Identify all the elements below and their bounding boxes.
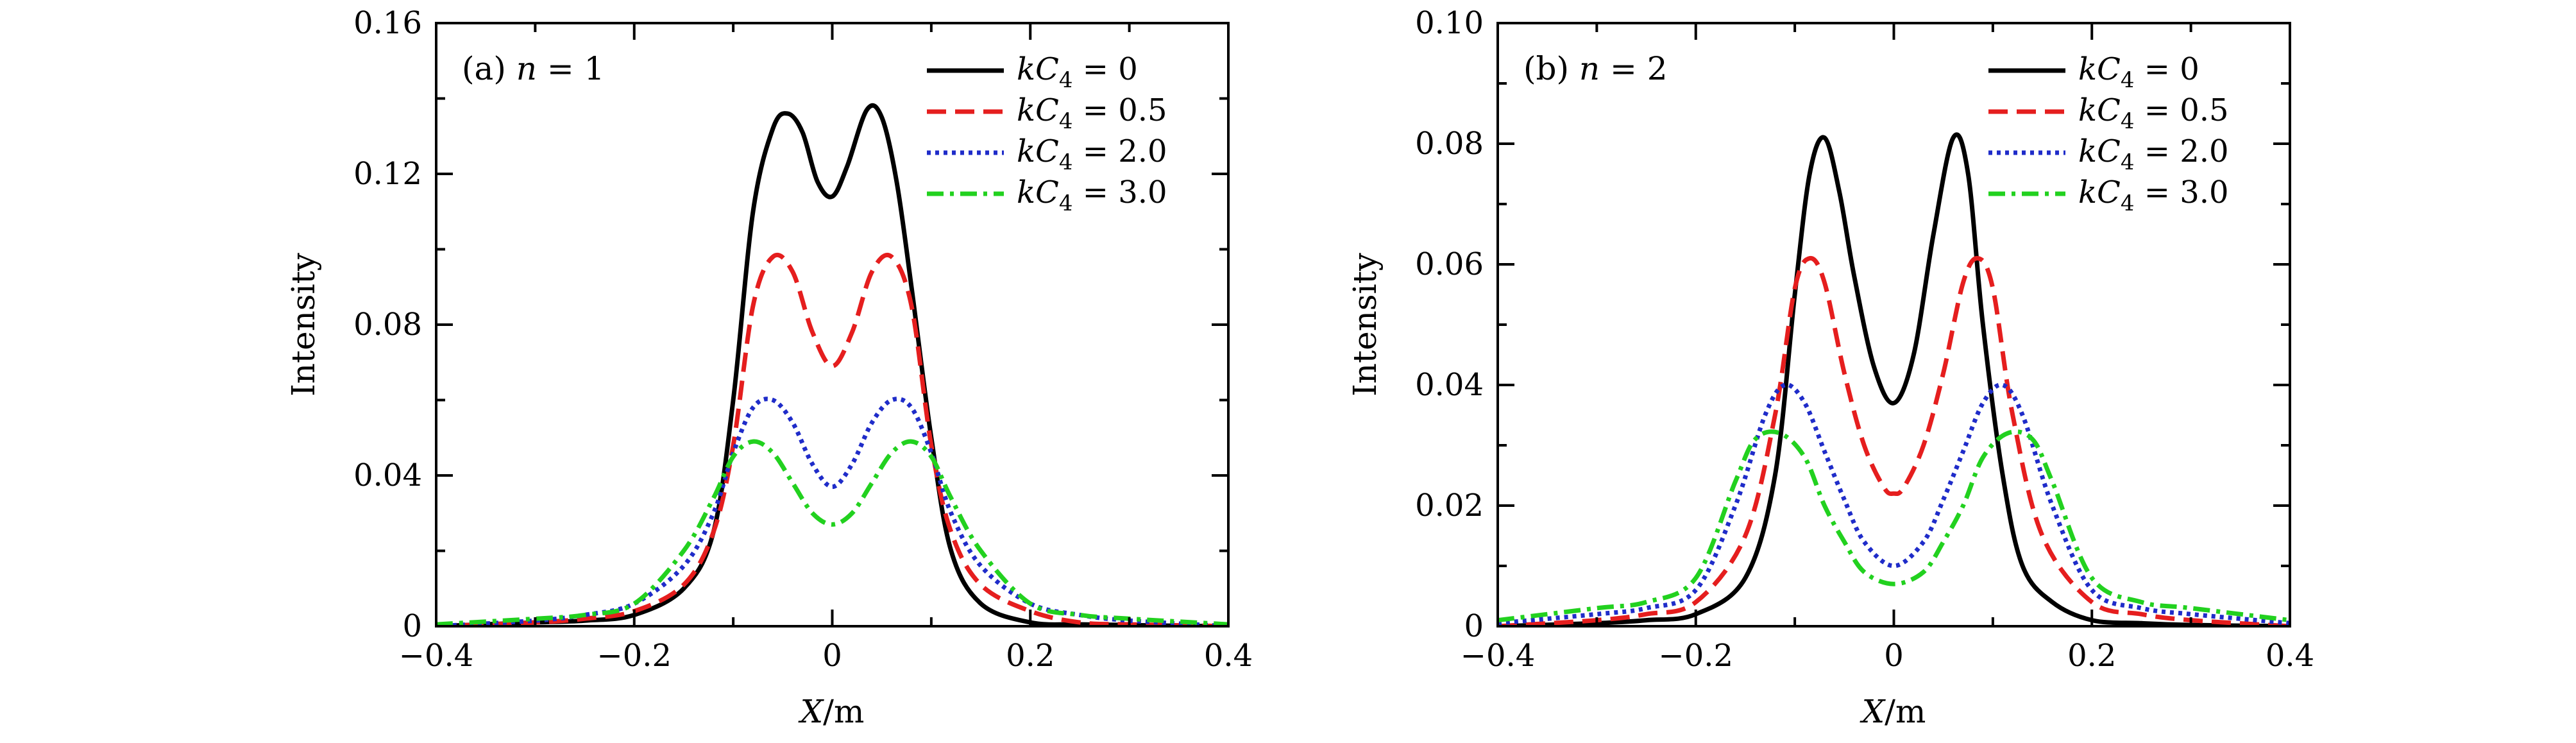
y-tick-label: 0.04: [353, 457, 422, 493]
series-line-1: [436, 103, 1228, 626]
series-line-3: [1498, 382, 2290, 626]
x-axis-title: X/m: [1860, 693, 1926, 730]
y-tick-label: 0.08: [1415, 126, 1484, 162]
y-tick-label: 0.06: [1415, 246, 1484, 282]
y-axis-title: Intensity: [1346, 252, 1384, 397]
series-line-4: [1498, 429, 2290, 623]
series-line-1: [1498, 132, 2290, 626]
y-axis-title: Intensity: [285, 252, 322, 397]
x-tick-label: −0.2: [597, 638, 672, 674]
chart-panel-1: −0.4 −0.2 0 0.2 0.4 0 0.04 0.08 0.12 0.16 X/m Inten…: [285, 5, 1253, 730]
legend-label-4: kC4 = 3.0: [2078, 175, 2229, 216]
x-tick-label: −0.4: [1461, 638, 1536, 674]
series-line-2: [436, 252, 1228, 626]
series-line-3: [436, 397, 1228, 626]
y-tick-label: 0.10: [1415, 5, 1484, 41]
legend-label-2: kC4 = 0.5: [2078, 92, 2229, 134]
x-axis-title: X/m: [798, 693, 865, 730]
x-tick-label: 0: [1884, 638, 1904, 674]
y-tick-label: 0: [1464, 608, 1484, 644]
x-tick-label: 0.4: [2266, 638, 2314, 674]
series-line-2: [1498, 256, 2290, 626]
legend-label-3: kC4 = 2.0: [1017, 133, 1167, 175]
legend-label-3: kC4 = 2.0: [2078, 133, 2229, 175]
y-tick-label: 0.02: [1415, 488, 1484, 524]
y-tick-label: 0.08: [353, 307, 422, 343]
panel-label: (b) n = 2: [1523, 50, 1668, 87]
panel-label: (a) n = 1: [462, 50, 604, 87]
legend-label-2: kC4 = 0.5: [1017, 92, 1167, 134]
x-tick-label: 0.2: [2067, 638, 2116, 674]
series-line-4: [436, 439, 1228, 626]
legend-label-4: kC4 = 3.0: [1017, 175, 1167, 216]
y-tick-label: 0.16: [353, 5, 422, 41]
y-tick-label: 0.12: [353, 156, 422, 192]
x-tick-label: 0.4: [1204, 638, 1253, 674]
x-tick-label: −0.2: [1658, 638, 1733, 674]
y-tick-label: 0: [402, 608, 422, 644]
legend-label-1: kC4 = 0: [1017, 51, 1138, 93]
chart-panel-2: −0.4 −0.2 0 0.2 0.4 0 0.02 0.04 0.06 0.08 0.10 X/m I…: [1346, 5, 2314, 730]
x-tick-label: −0.4: [399, 638, 474, 674]
y-tick-label: 0.04: [1415, 367, 1484, 403]
x-tick-label: 0.2: [1006, 638, 1055, 674]
legend-label-1: kC4 = 0: [2078, 51, 2199, 93]
x-tick-label: 0: [822, 638, 842, 674]
